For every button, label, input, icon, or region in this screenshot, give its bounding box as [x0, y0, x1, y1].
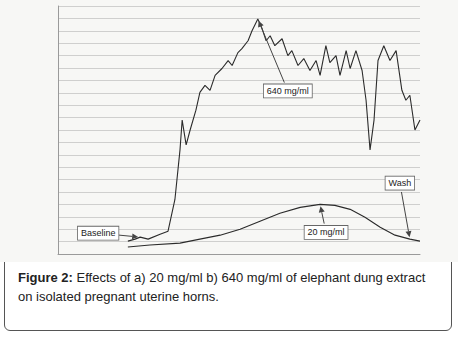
- svg-text:Baseline: Baseline: [81, 228, 116, 238]
- svg-text:20 mg/ml: 20 mg/ml: [308, 227, 345, 237]
- svg-text:640 mg/ml: 640 mg/ml: [267, 86, 309, 96]
- html-text:Figure 2: Effects of a) 20 mg/: Figure 2: Effects of a) 20 mg/ml b) 640 …: [18, 270, 426, 304]
- svg-text:Wash: Wash: [389, 178, 412, 188]
